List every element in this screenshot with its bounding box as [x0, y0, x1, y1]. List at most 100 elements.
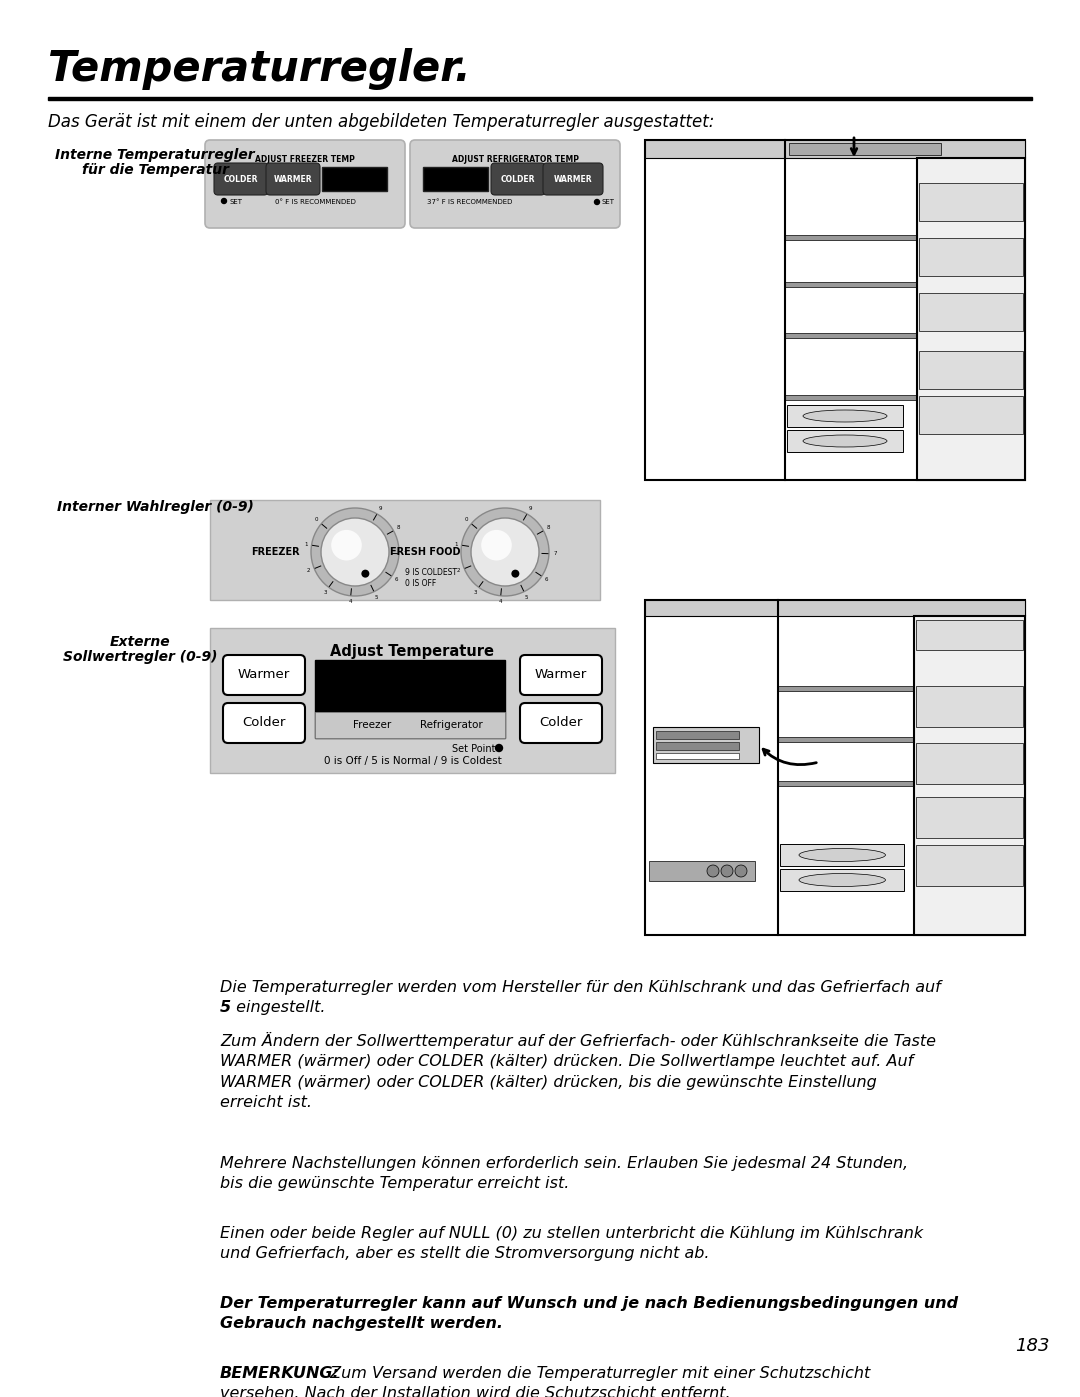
Bar: [649, 861, 755, 882]
Bar: [916, 686, 1023, 726]
FancyBboxPatch shape: [266, 163, 320, 196]
Bar: [916, 798, 1023, 838]
Text: 0 IS OFF: 0 IS OFF: [405, 578, 436, 588]
Text: Warmer: Warmer: [535, 669, 588, 682]
Bar: [778, 781, 914, 787]
Bar: [787, 405, 903, 427]
Text: ADJUST FREEZER TEMP: ADJUST FREEZER TEMP: [255, 155, 355, 163]
Circle shape: [496, 745, 502, 752]
Circle shape: [332, 529, 362, 560]
Circle shape: [707, 865, 719, 877]
Bar: [785, 235, 917, 240]
Text: Colder: Colder: [242, 717, 286, 729]
Text: 183: 183: [1015, 1337, 1050, 1355]
Text: 37° F IS RECOMMENDED: 37° F IS RECOMMENDED: [427, 198, 512, 205]
Text: 5: 5: [220, 1000, 231, 1016]
Ellipse shape: [799, 848, 886, 862]
Circle shape: [321, 518, 389, 585]
FancyBboxPatch shape: [410, 140, 620, 228]
Text: WARMER: WARMER: [273, 175, 312, 183]
Text: 4: 4: [498, 599, 502, 605]
Text: 1: 1: [454, 542, 457, 546]
Text: 9: 9: [528, 506, 531, 511]
Bar: [780, 844, 904, 866]
Bar: [789, 142, 941, 155]
Text: eingestellt.: eingestellt.: [231, 1000, 325, 1016]
Circle shape: [311, 509, 399, 597]
Bar: [919, 351, 1023, 388]
Text: 0° F IS RECOMMENDED: 0° F IS RECOMMENDED: [275, 198, 356, 205]
Text: Interne Temperaturregler: Interne Temperaturregler: [55, 148, 255, 162]
Text: 9 IS COLDEST: 9 IS COLDEST: [405, 569, 457, 577]
FancyBboxPatch shape: [205, 140, 405, 228]
Bar: [315, 659, 505, 738]
Circle shape: [594, 200, 599, 204]
Bar: [785, 282, 917, 286]
Circle shape: [511, 570, 519, 577]
Text: 0: 0: [315, 517, 319, 522]
Text: FRESH FOOD: FRESH FOOD: [390, 548, 460, 557]
Text: Zum Versand werden die Temperaturregler mit einer Schutzschicht: Zum Versand werden die Temperaturregler …: [325, 1366, 870, 1382]
Bar: [919, 237, 1023, 277]
Text: Interner Wahlregler (0-9): Interner Wahlregler (0-9): [56, 500, 254, 514]
Bar: [916, 620, 1023, 650]
Bar: [645, 140, 1025, 158]
Text: 8: 8: [548, 525, 551, 531]
Text: versehen. Nach der Installation wird die Schutzschicht entfernt.: versehen. Nach der Installation wird die…: [220, 1386, 731, 1397]
Text: SET: SET: [600, 198, 615, 205]
Text: SET: SET: [229, 198, 242, 205]
Bar: [645, 599, 1025, 935]
Bar: [778, 686, 914, 692]
FancyBboxPatch shape: [214, 163, 268, 196]
FancyBboxPatch shape: [519, 703, 602, 743]
Bar: [645, 599, 1025, 616]
Text: WARMER: WARMER: [554, 175, 592, 183]
Text: 0 is Off / 5 is Normal / 9 is Coldest: 0 is Off / 5 is Normal / 9 is Coldest: [324, 756, 501, 766]
Bar: [210, 629, 615, 773]
Text: 6: 6: [395, 577, 399, 583]
Text: 9: 9: [378, 506, 381, 511]
Text: 8: 8: [397, 525, 401, 531]
Circle shape: [471, 518, 539, 585]
Bar: [645, 140, 1025, 481]
Text: Warmer: Warmer: [238, 669, 291, 682]
FancyBboxPatch shape: [491, 163, 545, 196]
Bar: [48, 96, 1032, 101]
Circle shape: [482, 529, 512, 560]
Bar: [919, 293, 1023, 331]
Circle shape: [721, 865, 733, 877]
Text: Sollwertregler (0-9): Sollwertregler (0-9): [63, 650, 217, 664]
Bar: [210, 500, 600, 599]
Text: Zum Ändern der Sollwerttemperatur auf der Gefrierfach- oder Kühlschrankseite die: Zum Ändern der Sollwerttemperatur auf de…: [220, 1032, 936, 1111]
Bar: [916, 845, 1023, 886]
Text: FREEZER: FREEZER: [251, 548, 299, 557]
Text: Colder: Colder: [539, 717, 583, 729]
Text: Set Point: Set Point: [451, 745, 495, 754]
Text: 3: 3: [473, 590, 477, 595]
Circle shape: [735, 865, 747, 877]
Text: Refrigerator: Refrigerator: [420, 719, 483, 731]
Text: 0: 0: [465, 517, 469, 522]
Bar: [917, 158, 1025, 481]
Bar: [916, 743, 1023, 784]
Bar: [785, 332, 917, 338]
Bar: [322, 168, 387, 191]
Text: 7: 7: [403, 552, 407, 556]
FancyBboxPatch shape: [222, 703, 305, 743]
Ellipse shape: [804, 409, 887, 422]
Bar: [919, 183, 1023, 221]
Bar: [778, 738, 914, 742]
Text: COLDER: COLDER: [224, 175, 258, 183]
Bar: [423, 168, 488, 191]
Bar: [787, 430, 903, 453]
Text: Der Temperaturregler kann auf Wunsch und je nach Bedienungsbedingungen und
Gebra: Der Temperaturregler kann auf Wunsch und…: [220, 1296, 958, 1331]
Text: Externe: Externe: [110, 636, 171, 650]
Bar: [315, 712, 505, 738]
FancyBboxPatch shape: [222, 655, 305, 694]
Text: 2: 2: [307, 569, 310, 573]
Bar: [656, 731, 739, 739]
Text: COLDER: COLDER: [501, 175, 536, 183]
Text: Adjust Temperature: Adjust Temperature: [330, 644, 495, 659]
Circle shape: [461, 509, 549, 597]
Text: für die Temperatur: für die Temperatur: [81, 163, 229, 177]
